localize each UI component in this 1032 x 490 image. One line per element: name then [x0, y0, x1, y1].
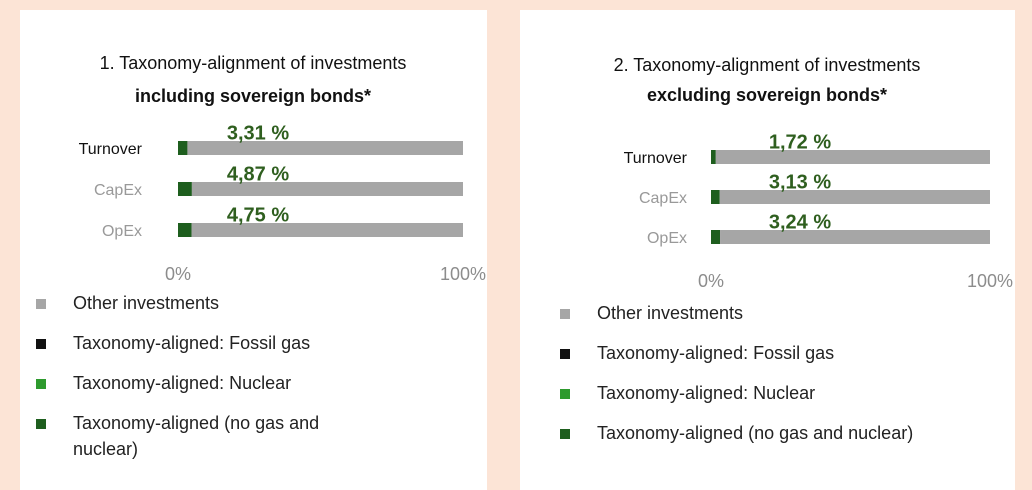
data-label: 1,72 %	[769, 131, 831, 153]
panel: 1. Taxonomy-alignment of investments incl…	[20, 10, 487, 490]
chart-subtitle: excluding sovereign bonds*	[647, 85, 887, 105]
legend-item: Taxonomy-aligned (no gas and nuclear)	[560, 420, 1000, 446]
legend-item: Taxonomy-aligned: Nuclear	[36, 370, 336, 396]
legend-swatch	[560, 389, 570, 399]
x-tick-label: 100%	[967, 271, 1013, 291]
legend: Other investments Taxonomy-aligned: Fossi…	[36, 290, 336, 476]
data-label: 4,75 %	[227, 204, 289, 226]
bar-segment	[191, 223, 463, 237]
legend-swatch	[36, 299, 46, 309]
bar-segment	[711, 230, 721, 244]
bar-segment	[178, 182, 192, 196]
legend-swatch	[560, 429, 570, 439]
x-tick-label: 0%	[698, 271, 724, 291]
legend-label: Other investments	[73, 293, 220, 313]
legend-label: Taxonomy-aligned (no gas and nuclear)	[73, 413, 320, 459]
legend-label: Taxonomy-aligned: Fossil gas	[597, 343, 835, 363]
y-tick-label: Turnover	[624, 150, 688, 167]
bar-segment	[719, 190, 990, 204]
legend: Other investments Taxonomy-aligned: Fossi…	[560, 300, 1000, 460]
chart: 1. Taxonomy-alignment of investments incl…	[79, 53, 486, 284]
legend-label: Taxonomy-aligned: Nuclear	[73, 373, 292, 393]
panel: 2. Taxonomy-alignment of investments excl…	[520, 10, 1015, 490]
bar-segment	[711, 190, 720, 204]
legend-swatch	[36, 339, 46, 349]
bar-segment	[715, 150, 990, 164]
bar-segment	[720, 230, 990, 244]
chart-title: 1. Taxonomy-alignment of investments	[100, 53, 407, 73]
data-label: 3,24 %	[769, 211, 831, 233]
y-tick-label: OpEx	[647, 230, 687, 247]
bar-segment	[178, 141, 188, 155]
data-label: 4,87 %	[227, 163, 289, 185]
legend-item: Taxonomy-aligned (no gas and nuclear)	[36, 410, 336, 462]
x-tick-label: 100%	[440, 264, 486, 284]
legend-item: Taxonomy-aligned: Nuclear	[560, 380, 1000, 406]
chart-title: 2. Taxonomy-alignment of investments	[614, 55, 921, 75]
legend-item: Other investments	[36, 290, 336, 316]
data-label: 3,13 %	[769, 171, 831, 193]
legend-item: Other investments	[560, 300, 1000, 326]
chart: 2. Taxonomy-alignment of investments excl…	[614, 55, 1013, 291]
legend-swatch	[36, 379, 46, 389]
legend-swatch	[560, 349, 570, 359]
bar-segment	[711, 150, 716, 164]
y-tick-label: CapEx	[94, 182, 142, 199]
legend-item: Taxonomy-aligned: Fossil gas	[36, 330, 336, 356]
legend-swatch	[36, 419, 46, 429]
bar-segment	[191, 182, 463, 196]
chart-subtitle: including sovereign bonds*	[135, 86, 371, 106]
legend-label: Taxonomy-aligned: Fossil gas	[73, 333, 311, 353]
data-label: 3,31 %	[227, 122, 289, 144]
bar-segment	[178, 223, 192, 237]
legend-label: Taxonomy-aligned: Nuclear	[597, 383, 816, 403]
legend-label: Other investments	[597, 303, 744, 323]
y-tick-label: CapEx	[639, 190, 687, 207]
legend-item: Taxonomy-aligned: Fossil gas	[560, 340, 1000, 366]
legend-label: Taxonomy-aligned (no gas and nuclear)	[597, 423, 914, 443]
legend-swatch	[560, 309, 570, 319]
y-tick-label: Turnover	[79, 141, 143, 158]
bar-segment	[187, 141, 463, 155]
y-tick-label: OpEx	[102, 223, 142, 240]
x-tick-label: 0%	[165, 264, 191, 284]
